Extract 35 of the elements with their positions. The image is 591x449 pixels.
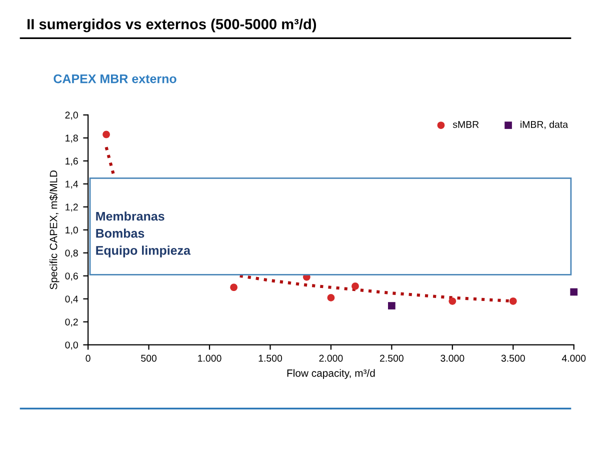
x-tick-label: 0 — [86, 354, 90, 362]
point — [509, 297, 517, 305]
point — [102, 130, 110, 138]
x-tick-label: 1.500 — [258, 354, 282, 362]
point — [352, 282, 359, 290]
y-tick-label: 1,4 — [66, 180, 78, 189]
y-tick-label: 0,0 — [65, 342, 78, 350]
point — [448, 297, 456, 305]
chart-title: II sumergidos vs externos (500-5000 m³/d) — [28, 18, 316, 32]
x-tick-label: 2.500 — [380, 354, 404, 362]
x-tick-label: 1.000 — [198, 354, 222, 362]
point — [327, 294, 335, 302]
y-tick-label: 1,6 — [66, 158, 78, 166]
annotation: Membranas Bombas Equipo limpieza — [96, 211, 191, 258]
point — [230, 284, 238, 292]
y-tick-label: 1,2 — [66, 204, 78, 212]
y-tick-label: 0,4 — [65, 296, 78, 304]
x-tick-label: 3.500 — [501, 354, 525, 362]
y-tick-label: 0,2 — [65, 318, 78, 327]
legend-label: iMBR, data — [520, 120, 568, 130]
point — [388, 302, 396, 310]
x-axis-title: Flow capacity, m³/d — [287, 369, 375, 379]
chart-subtitle: CAPEX MBR externo — [54, 74, 176, 84]
x-tick-label: 500 — [141, 354, 157, 362]
x-tick-label: 3.000 — [440, 354, 464, 362]
y-tick-label: 2,0 — [65, 112, 78, 120]
x-tick-label: 2.000 — [319, 354, 343, 362]
y-tick-label: 0,8 — [65, 250, 78, 258]
legend-label: sMBR — [452, 121, 479, 128]
y-tick-label: 1,0 — [66, 226, 78, 235]
y-axis-title: Specific CAPEX, m$/MLD — [49, 170, 60, 290]
y-tick-label: 0,6 — [65, 272, 78, 281]
x-tick-label: 4.000 — [562, 354, 586, 362]
point — [570, 288, 578, 296]
y-tick-label: 1,8 — [66, 134, 78, 143]
